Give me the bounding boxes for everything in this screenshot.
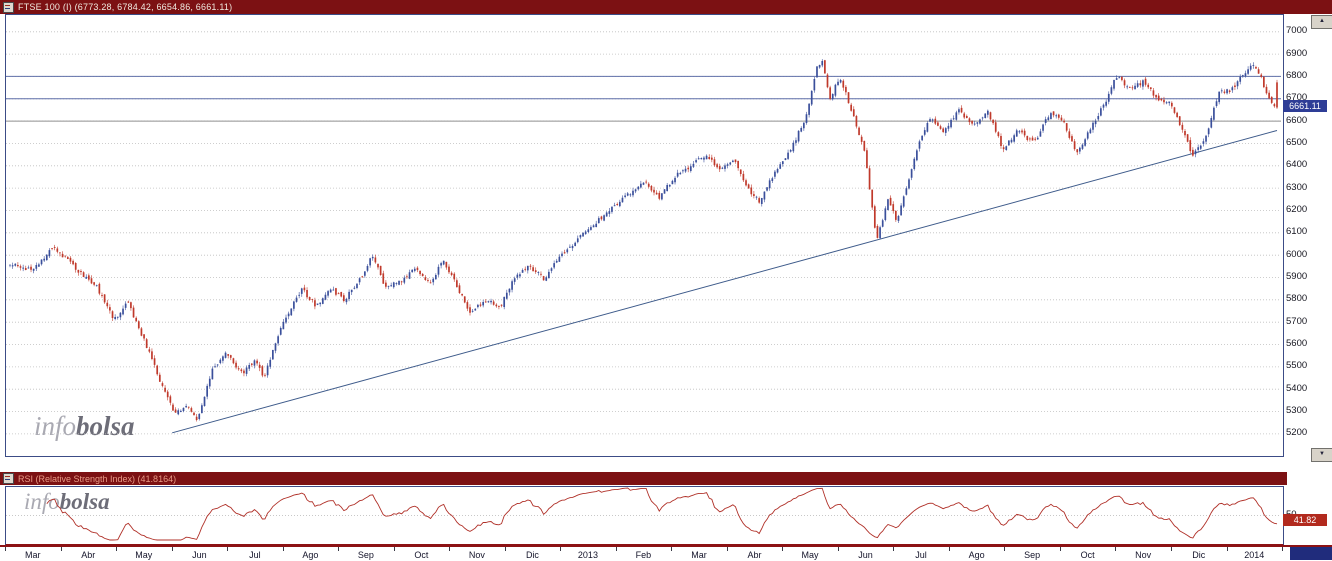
x-axis-tick [782,547,784,551]
x-axis-label: Nov [468,550,485,560]
x-axis-tick [393,547,395,551]
y-axis-label: 5700 [1286,315,1308,327]
y-axis-label: 5900 [1286,271,1308,282]
x-axis-label: Oct [414,550,429,560]
last-price-tag: 6661.11 [1283,100,1327,113]
y-axis-label: 5400 [1286,382,1308,394]
scroll-down-button[interactable]: ▼ [1311,448,1332,462]
down-arrow-icon: ▼ [1319,451,1325,457]
x-axis-label: Oct [1080,550,1095,560]
candlestick-plot[interactable] [6,15,1281,454]
horizontal-scrollbar-block[interactable] [1290,547,1332,560]
rsi-value-tag: 41.82 [1283,513,1327,526]
x-axis-label: Nov [1135,550,1152,560]
y-axis-label: 6800 [1286,69,1308,81]
x-axis-tick [1059,547,1061,551]
x-axis-tick [282,547,284,551]
x-axis-tick [671,547,673,551]
x-axis: Mar Abr May Jun Jul Ago Sep Oct Nov Dic 2013 Feb Mar… [0,545,1332,561]
candle-bodies-down [17,60,1278,420]
y-axis-label: 5500 [1286,360,1308,372]
x-axis-label: Abr [747,550,762,560]
x-axis-tick [504,547,506,551]
up-arrow-icon: ▲ [1319,18,1325,24]
x-axis-tick [560,547,562,551]
x-axis-tick [171,547,173,551]
x-axis-tick [615,547,617,551]
rsi-plot[interactable] [6,487,1281,541]
x-axis-label: Ago [968,550,985,560]
x-axis-label: Sep [1024,550,1041,560]
main-chart-title: FTSE 100 (I) (6773.28, 6784.42, 6654.86,… [18,2,233,12]
x-axis-tick [948,547,950,551]
y-axis-label: 5800 [1286,293,1308,305]
y-axis-label: 5300 [1286,405,1308,417]
rsi-title-bar[interactable]: RSI (Relative Strength Index) (41.8164) [0,472,1287,485]
chart-icon [3,1,14,13]
y-axis-label: 7000 [1286,25,1308,37]
x-axis-tick [893,547,895,551]
x-axis-tick [116,547,117,551]
x-axis-tick [1004,547,1006,551]
x-axis-label: Dic [525,550,539,560]
x-axis-label: 2014 [1244,550,1265,560]
x-axis-tick [837,547,839,551]
main-chart-plot-area[interactable]: infobolsa [5,14,1284,457]
x-axis-tick [5,547,6,551]
candle-bodies-up [9,61,1255,419]
x-axis-label: Mar [691,550,707,560]
y-axis-label: 5200 [1286,427,1308,439]
x-axis-tick [1226,547,1228,551]
x-axis-label: 2013 [577,550,598,560]
x-axis-tick [1115,547,1117,551]
x-axis-label: Jul [249,550,261,560]
x-axis-label: May [801,550,819,560]
x-axis-label: Jun [858,550,873,560]
x-axis-label: Feb [635,550,652,560]
y-axis-label: 6700 [1286,92,1308,104]
x-axis-label: Sep [357,550,374,560]
x-axis-label: Ago [302,550,319,560]
x-axis-label: May [135,550,153,560]
candle-wicks-down [17,59,1278,422]
y-axis-label: 6400 [1286,159,1308,171]
rsi-title: RSI (Relative Strength Index) (41.8164) [18,473,177,484]
y-axis-label: 6000 [1286,248,1308,260]
y-axis-label: 6200 [1286,203,1308,215]
x-axis-tick [449,547,451,551]
candle-wicks-up [9,59,1254,421]
x-axis-label: Abr [81,550,96,560]
x-axis-tick [1282,547,1283,551]
x-axis-label: Mar [25,550,41,560]
y-axis-label: 6900 [1286,47,1308,59]
x-axis-tick [227,547,229,551]
rsi-plot-area[interactable]: infobolsa [5,486,1284,546]
x-axis-label: Jul [915,550,927,560]
x-axis-tick [60,547,62,551]
y-axis-label: 6100 [1286,226,1308,238]
y-axis-label: 6300 [1286,181,1308,193]
indicator-icon [3,473,14,484]
x-axis-label: Jun [192,550,207,560]
x-axis-label: Dic [1192,550,1206,560]
scroll-up-button[interactable]: ▲ [1311,15,1332,29]
y-axis-label: 5600 [1286,338,1308,350]
x-axis-tick [726,547,728,551]
trendline [172,130,1278,434]
x-axis-tick [338,547,340,551]
y-axis-label: 6600 [1286,114,1308,126]
y-axis-label: 6500 [1286,136,1308,148]
rsi-line [46,487,1278,541]
main-chart-title-bar[interactable]: FTSE 100 (I) (6773.28, 6784.42, 6654.86,… [0,0,1332,14]
x-axis-tick [1171,547,1172,551]
